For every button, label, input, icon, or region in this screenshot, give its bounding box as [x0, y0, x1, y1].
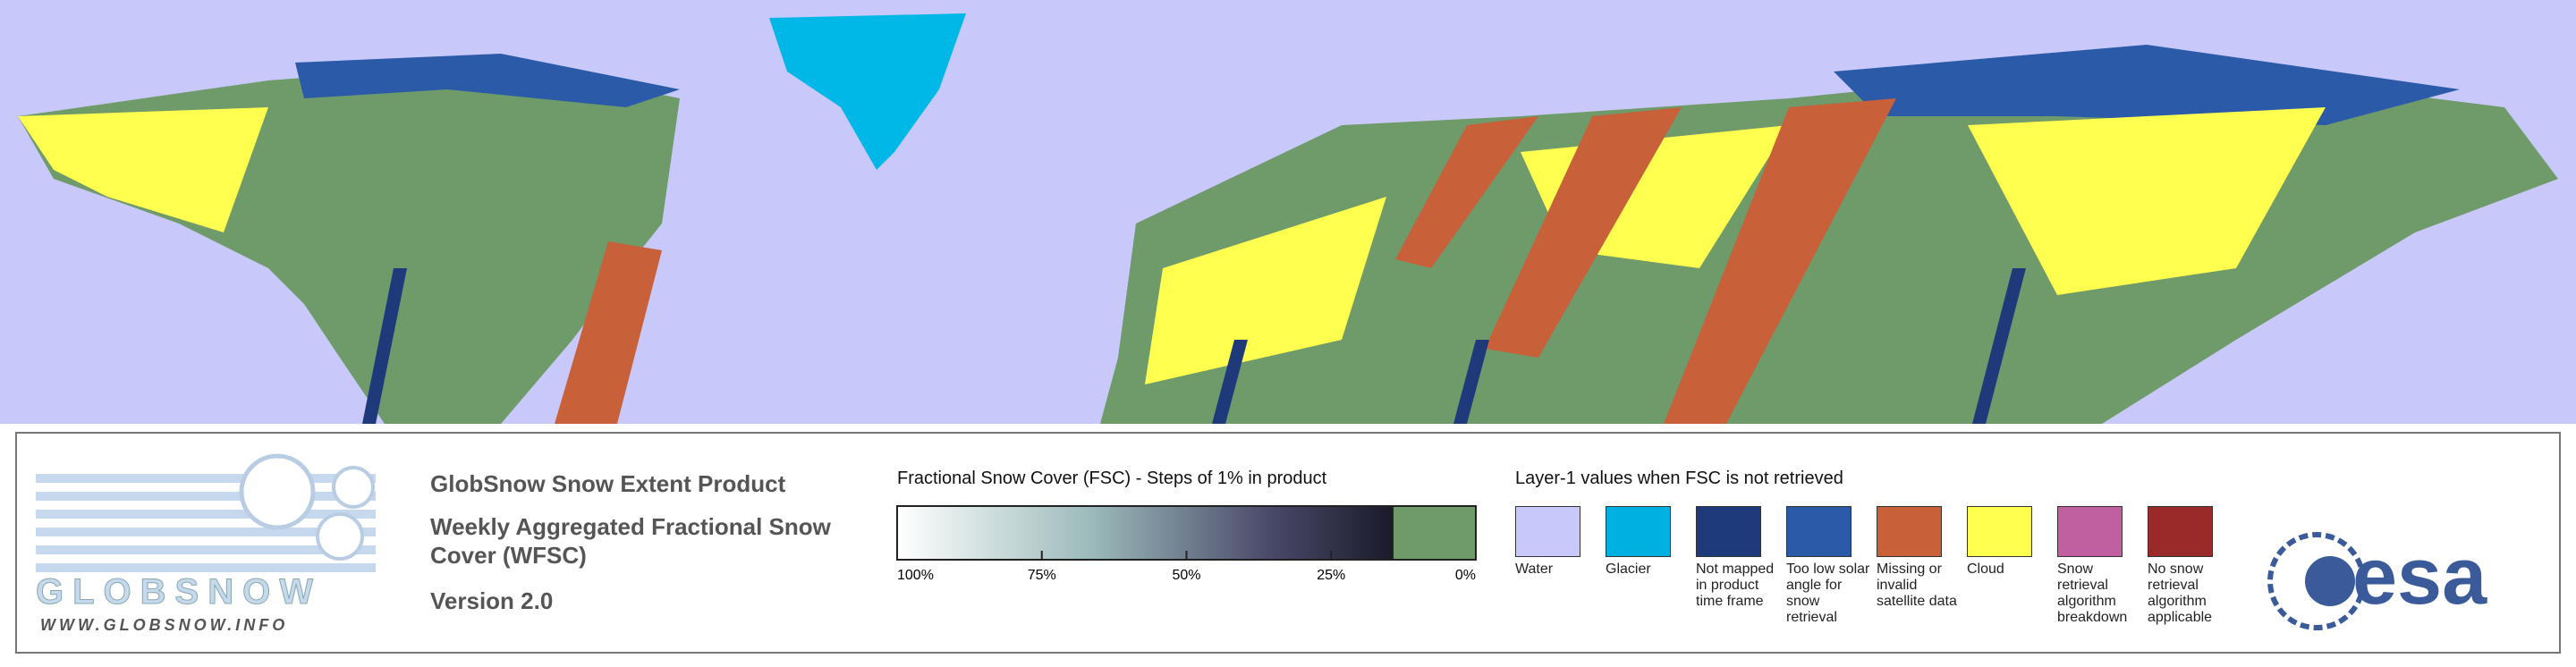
class-label: Glacier: [1606, 561, 1651, 577]
class-label: Not mapped in product time frame: [1696, 561, 1775, 609]
product-version: Version 2.0: [430, 587, 554, 614]
tick-label: 0%: [1455, 568, 1476, 583]
logo-name: GLOBSNOW: [36, 572, 322, 612]
class-swatch: [2057, 506, 2123, 557]
class-label: Snow retrieval algorithm breakdown: [2057, 561, 2128, 625]
product-subtitle: Weekly Aggregated Fractional Snow Cover …: [430, 513, 831, 569]
class-swatch: [1696, 506, 1761, 557]
tick-label: 75%: [1028, 568, 1056, 583]
class-label: Water: [1515, 561, 1554, 577]
tick-label: 100%: [897, 568, 934, 583]
class-label: Missing or invalid satellite data: [1877, 561, 1957, 609]
tick-label: 50%: [1172, 568, 1200, 583]
class-label: Cloud: [1967, 561, 2004, 577]
class-swatch: [1606, 506, 1671, 557]
layer1-title: Layer-1 values when FSC is not retrieved: [1515, 469, 1843, 488]
tick-label: 25%: [1317, 568, 1345, 583]
legend-panel: [15, 432, 2561, 654]
esa-logo: esa: [2267, 532, 2487, 630]
class-label: No snow retrieval algorithm applicable: [2148, 561, 2213, 625]
class-swatch: [1515, 506, 1580, 557]
product-title: GlobSnow Snow Extent Product: [430, 470, 786, 497]
class-swatch: [2148, 506, 2213, 557]
snow-map: [0, 0, 2576, 424]
class-swatch: [1877, 506, 1942, 557]
fsc-colorbar: 100% 75% 50% 25% 0%: [896, 505, 1477, 583]
logo-url: WWW.GLOBSNOW.INFO: [40, 616, 288, 634]
class-swatch: [1967, 506, 2032, 557]
fsc-title: Fractional Snow Cover (FSC) - Steps of 1…: [897, 469, 1327, 488]
class-swatch: [1786, 506, 1852, 557]
class-label: Too low solar angle for snow retrieval: [1786, 561, 1870, 625]
esa-text: esa: [2352, 532, 2487, 621]
globsnow-logo: GLOBSNOW WWW.GLOBSNOW.INFO: [36, 453, 376, 634]
